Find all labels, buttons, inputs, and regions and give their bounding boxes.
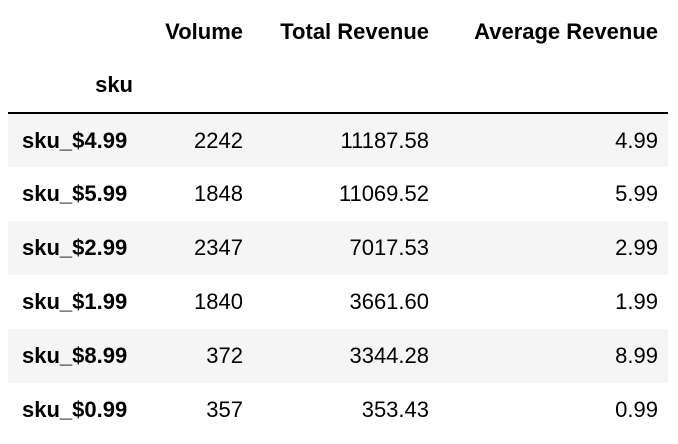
cell-total-revenue: 7017.53 [349,235,429,260]
column-header-total-revenue: Total Revenue [280,19,429,44]
row-index: sku_$5.99 [22,181,128,206]
cell-average-revenue: 1.99 [615,289,658,314]
cell-volume: 1848 [194,181,243,206]
cell-total-revenue: 353.43 [361,397,429,422]
header-corner [8,6,143,58]
cell-average-revenue: 0.99 [615,397,658,422]
cell-volume: 2347 [194,235,243,260]
cell-total-revenue: 3661.60 [349,289,429,314]
row-index: sku_$4.99 [22,127,128,153]
table-row: sku_$1.99 1840 3661.60 1.99 [8,275,668,329]
cell-volume: 357 [206,397,243,422]
index-name: sku [95,72,133,97]
column-header-average-revenue: Average Revenue [474,19,658,44]
row-index: sku_$0.99 [22,397,128,422]
cell-volume: 1840 [194,289,243,314]
index-name-row: sku [8,58,668,113]
table-row: sku_$8.99 372 3344.28 8.99 [8,329,668,383]
row-index: sku_$8.99 [22,343,128,368]
cell-volume: 372 [206,343,243,368]
table-row: sku_$4.99 2242 11187.58 4.99 [8,113,668,167]
table-header: Volume Total Revenue Average Revenue sku [8,6,668,113]
cell-average-revenue: 5.99 [615,181,658,206]
cell-average-revenue: 8.99 [615,343,658,368]
row-index: sku_$1.99 [22,289,128,314]
table-row: sku_$2.99 2347 7017.53 2.99 [8,221,668,275]
cell-total-revenue: 3344.28 [349,343,429,368]
column-header-volume: Volume [165,19,243,44]
table-body: sku_$4.99 2242 11187.58 4.99 sku_$5.99 1… [8,113,668,437]
cell-total-revenue: 11069.52 [338,181,429,206]
table-row: sku_$5.99 1848 11069.52 5.99 [8,167,668,221]
cell-total-revenue: 11187.58 [340,127,430,153]
cell-average-revenue: 2.99 [615,235,658,260]
row-index: sku_$2.99 [22,235,128,260]
cell-volume: 2242 [194,127,243,153]
dataframe-output: Volume Total Revenue Average Revenue sku… [8,6,668,437]
dataframe-table: Volume Total Revenue Average Revenue sku… [8,6,668,437]
cell-average-revenue: 4.99 [615,127,658,153]
column-header-row: Volume Total Revenue Average Revenue [8,6,668,58]
table-row: sku_$0.99 357 353.43 0.99 [8,383,668,437]
